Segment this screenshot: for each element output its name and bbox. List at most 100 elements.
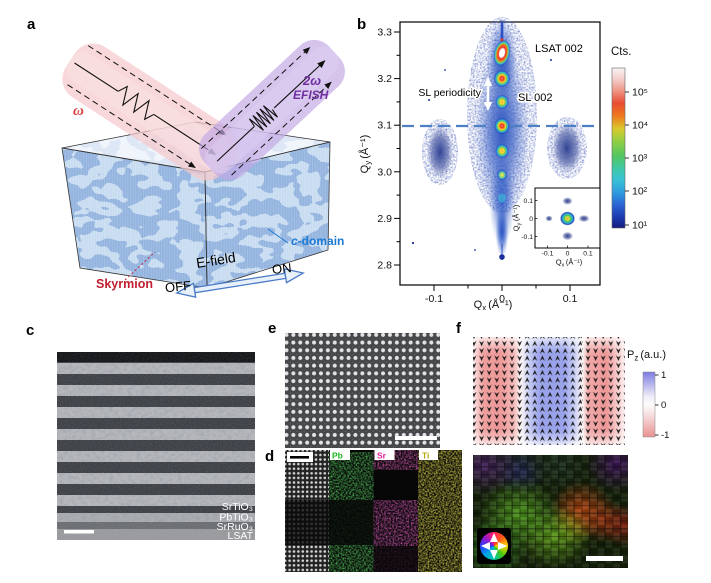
y-axis-title: Qy(Å⁻¹): [358, 135, 373, 174]
pz-colorbar-title: Pz (a.u.): [627, 349, 666, 363]
svg-text:-1: -1: [661, 430, 669, 441]
svg-text:0: 0: [529, 216, 533, 223]
svg-text:PbTiO₃: PbTiO₃: [219, 512, 253, 524]
layer-labels: SrTiO₃ PbTiO₃ SrRuO₃ LSAT: [217, 501, 254, 542]
inset-x-axis-title: Qx (Å⁻¹): [556, 258, 583, 269]
cdomain-leader-line: [267, 228, 289, 244]
superlattice-stem-image: SrTiO₃ PbTiO₃ SrRuO₃ LSAT: [57, 352, 255, 542]
panel-d-label: d: [265, 448, 275, 465]
svg-text:10¹: 10¹: [632, 220, 648, 232]
x-tick-labels: -0.1 0 0.1: [425, 293, 577, 305]
sl-periodicity-annotation: SL periodicity: [418, 87, 481, 99]
svg-text:10³: 10³: [632, 153, 648, 165]
panel-b-label: b: [357, 16, 367, 33]
efish-beam: [199, 39, 345, 181]
svg-text:0.1: 0.1: [524, 198, 534, 205]
svg-text:3.2: 3.2: [377, 73, 392, 85]
panel-e-label: e: [268, 320, 277, 337]
up-arrow-icon: [490, 533, 498, 542]
colorbar-tick-labels: 10⁵ 10⁴ 10³ 10² 10¹: [632, 87, 648, 232]
svg-text:0: 0: [499, 293, 505, 305]
skyrmion-label: Skyrmion: [96, 277, 153, 291]
rsm-inset: 0.1 0 -0.1 -0.1 0 0.1 Qx (Å⁻¹) Qy(Å⁻¹): [512, 187, 601, 269]
on-label: ON: [271, 260, 293, 277]
x-axis-title: Qx (Å⁻¹): [474, 298, 513, 310]
orientation-map: [473, 455, 628, 568]
counts-colorbar: Cts. 10⁵ 10⁴ 10³ 10² 10¹: [611, 46, 648, 232]
pz-colorbar-ticks: 1 0 -1: [661, 370, 669, 441]
svg-text:LSAT: LSAT: [228, 530, 254, 542]
svg-text:SrTiO₃: SrTiO₃: [222, 501, 253, 513]
polarization-vector-map: Pz (a.u.) 1 0 -1: [473, 337, 669, 445]
two-omega-label: 2ω: [303, 73, 322, 88]
svg-text:-0.1: -0.1: [521, 234, 533, 241]
scale-bar: [64, 530, 94, 534]
pz-colorbar: Pz (a.u.) 1 0 -1: [627, 349, 669, 441]
up-polarization-arrows: [524, 337, 582, 445]
svg-text:2.8: 2.8: [377, 260, 392, 272]
axis-ticks: [394, 31, 571, 291]
inset-y-axis-title: Qy(Å⁻¹): [512, 204, 523, 231]
svg-text:3.3: 3.3: [377, 27, 392, 39]
truncation-rod: [500, 22, 504, 54]
off-label: OFF: [164, 277, 192, 296]
photon-wiggle-omega: [117, 85, 155, 121]
incident-beam: [62, 43, 238, 181]
rsm-plot: LSAT 002 SL 002 SL periodicity 3.3 3.2 3…: [358, 17, 648, 310]
svg-text:1: 1: [661, 370, 666, 381]
diffuse-rod-left: [422, 119, 458, 185]
eds-strip-pb: Pb: [329, 450, 374, 572]
superlattice-peaks: [493, 39, 511, 203]
panel-a-illustration: [61, 39, 345, 298]
panel-a-label: a: [27, 16, 36, 33]
haadf-strip: [285, 450, 329, 572]
diffuse-rod-right: [547, 117, 587, 179]
inset-central-peak: [560, 211, 575, 226]
omega-label: ω: [73, 103, 84, 119]
y-tick-labels: 3.3 3.2 3.1 3.0 2.9 2.8: [377, 27, 392, 272]
svg-text:0: 0: [566, 251, 570, 258]
scale-bar: [290, 456, 309, 459]
inset-x-tick-labels: -0.1 0 0.1: [542, 251, 593, 258]
lsat-002-peak: [493, 39, 511, 67]
c-domain-label: c-domain: [291, 234, 345, 248]
atomic-stem-image: [285, 333, 440, 448]
down-arrow-icon: [490, 550, 498, 559]
svg-text:10⁵: 10⁵: [632, 87, 648, 99]
photon-wiggle-2omega: [248, 105, 278, 131]
svg-text:3.1: 3.1: [377, 120, 392, 132]
svg-text:10⁴: 10⁴: [632, 120, 648, 132]
ti-label: Ti: [422, 451, 429, 461]
right-arrow-icon: [498, 542, 507, 550]
svg-text:-0.1: -0.1: [425, 293, 443, 305]
panel-c-label: c: [26, 322, 35, 339]
left-arrow-icon: [481, 542, 490, 550]
scale-bar: [395, 436, 437, 440]
svg-text:0.1: 0.1: [583, 251, 593, 258]
sl-periodicity-arrow: [483, 77, 493, 111]
down-polarization-arrows: [582, 337, 625, 445]
pb-label: Pb: [332, 451, 343, 461]
svg-text:2.9: 2.9: [377, 213, 392, 225]
efish-label: EFISH: [293, 88, 329, 102]
svg-text:0.1: 0.1: [563, 293, 578, 305]
svg-text:-0.1: -0.1: [542, 251, 554, 258]
e-field-arrow: [175, 268, 305, 298]
down-polarization-arrows: [473, 337, 524, 445]
lsat-002-annotation: LSAT 002: [535, 43, 583, 55]
sl-002-annotation: SL 002: [518, 92, 552, 104]
colorbar-title: Cts.: [611, 46, 631, 58]
svg-text:SrRuO₃: SrRuO₃: [217, 521, 253, 533]
eds-strip-sr: Sr: [373, 450, 418, 572]
sr-label: Sr: [377, 451, 387, 461]
scale-bar: [586, 556, 623, 561]
eds-maps: Pb Sr Ti: [285, 450, 462, 572]
color-wheel-icon: [477, 528, 511, 564]
eds-strip-ti: Ti: [418, 450, 462, 572]
inset-y-tick-labels: 0.1 0 -0.1: [521, 198, 533, 241]
svg-text:0: 0: [661, 400, 666, 411]
sl-002-peak: [494, 117, 510, 135]
svg-text:3.0: 3.0: [377, 166, 392, 178]
svg-text:10²: 10²: [632, 186, 648, 198]
